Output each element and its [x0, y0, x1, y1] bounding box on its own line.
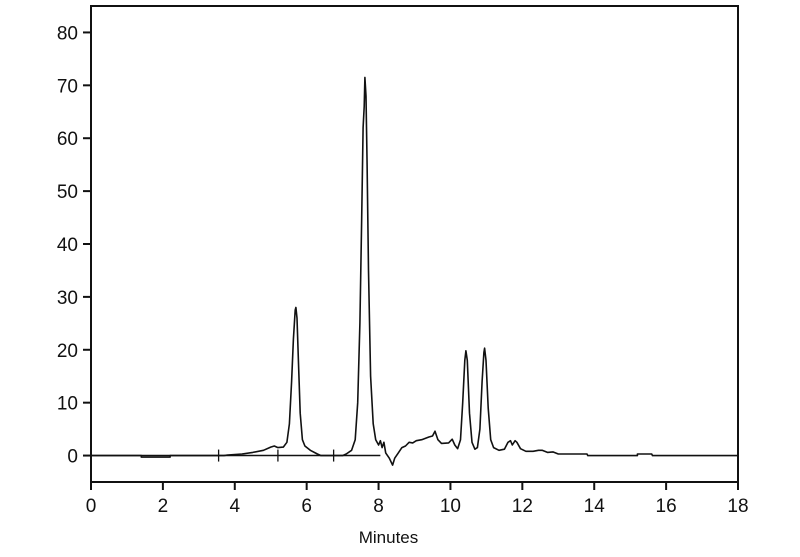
- x-tick-label: 4: [229, 496, 240, 517]
- y-tick-label: 60: [57, 129, 78, 150]
- x-tick-label: 6: [301, 496, 312, 517]
- x-tick-label: 12: [512, 496, 533, 517]
- x-axis-label: Minutes: [359, 528, 419, 547]
- x-axis: 0 2 4 6 8 10 12 14 16 18: [86, 482, 749, 517]
- x-tick-label: 14: [584, 496, 606, 517]
- x-tick-label: 10: [440, 496, 461, 517]
- x-tick-label: 0: [86, 496, 97, 517]
- y-tick-label: 40: [57, 235, 78, 256]
- chromatogram-line: [91, 76, 738, 466]
- y-tick-label: 80: [57, 23, 78, 44]
- y-tick-label: 0: [67, 447, 78, 468]
- x-tick-label: 8: [373, 496, 384, 517]
- y-tick-label: 30: [57, 288, 78, 309]
- y-tick-label: 50: [57, 182, 78, 203]
- y-tick-label: 70: [57, 76, 78, 97]
- y-tick-label: 10: [57, 394, 78, 415]
- x-tick-label: 16: [656, 496, 677, 517]
- plot-frame: [90, 5, 739, 483]
- y-tick-label: 20: [57, 341, 78, 362]
- x-tick-label: 2: [158, 496, 169, 517]
- series-trace: [91, 76, 738, 466]
- y-axis: 0 10 20 30 40 50 60 70 80: [57, 23, 91, 468]
- x-tick-label: 18: [727, 496, 748, 517]
